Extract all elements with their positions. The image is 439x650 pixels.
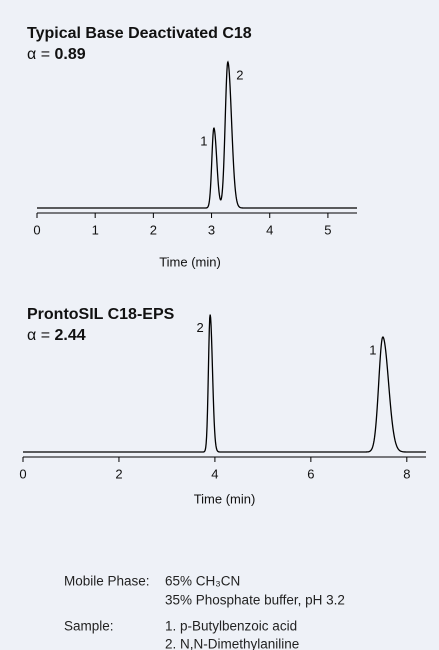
x-tick-label: 5 (324, 222, 331, 237)
x-axis-label: Time (min) (194, 491, 256, 506)
x-tick-label: 2 (115, 466, 122, 481)
x-tick-label: 0 (19, 466, 26, 481)
alpha: α = 0.89 (27, 46, 86, 63)
mobile-phase-line: 35% Phosphate buffer, pH 3.2 (165, 593, 345, 608)
peak-label: 1 (200, 133, 207, 148)
alpha-symbol: α = (27, 327, 50, 344)
x-tick-label: 1 (92, 222, 99, 237)
x-tick-label: 6 (307, 466, 314, 481)
sample-line: 1. p-Butylbenzoic acid (165, 619, 297, 634)
x-tick-label: 4 (266, 222, 273, 237)
alpha: α = 2.44 (27, 327, 86, 344)
x-axis-label: Time (min) (159, 254, 221, 269)
x-tick-label: 2 (150, 222, 157, 237)
x-tick-label: 8 (403, 466, 410, 481)
x-tick-label: 3 (208, 222, 215, 237)
alpha-value: 0.89 (55, 46, 86, 63)
peak-label: 1 (369, 342, 376, 357)
alpha-symbol: α = (27, 46, 50, 63)
sample-line: 2. N,N-Dimethylaniline (165, 637, 299, 650)
mobile-phase-label: Mobile Phase: (64, 574, 150, 589)
sample-label: Sample: (64, 619, 114, 634)
x-tick-label: 4 (211, 466, 218, 481)
alpha-value: 2.44 (55, 327, 86, 344)
chart-title: ProntoSIL C18-EPS (27, 306, 175, 323)
peak-label: 2 (236, 67, 243, 82)
x-tick-label: 0 (33, 222, 40, 237)
chart-title: Typical Base Deactivated C18 (27, 25, 252, 42)
mobile-phase-line: 65% CH₃CN (165, 574, 240, 589)
peak-label: 2 (196, 320, 203, 335)
chromatogram-trace (37, 60, 357, 209)
chromatogram-trace (23, 314, 426, 453)
